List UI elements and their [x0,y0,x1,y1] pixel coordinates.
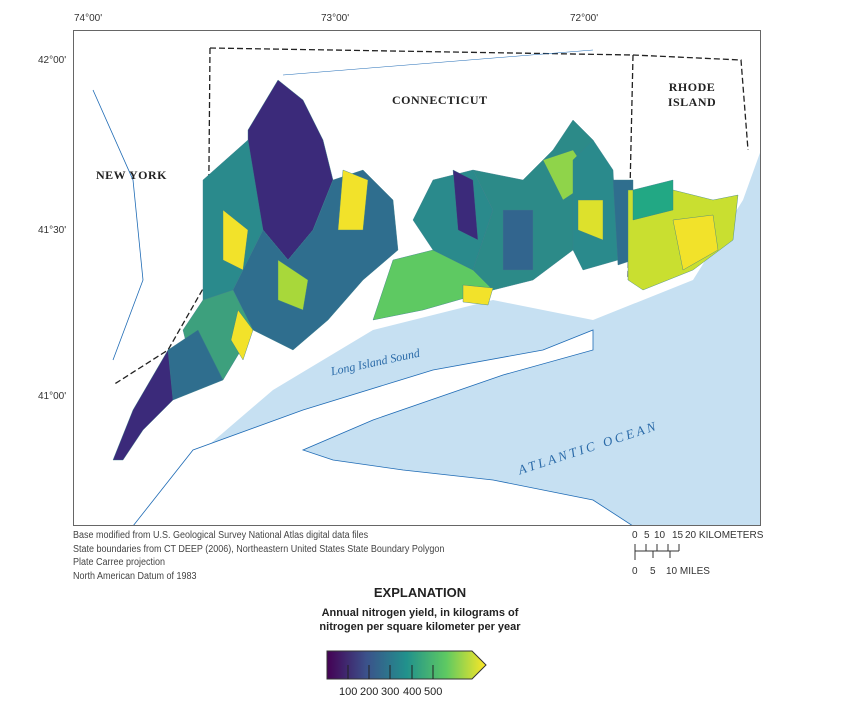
colorbar-tick: 200 [360,686,379,698]
state-label-connecticut: CONNECTICUT [392,93,488,107]
legend-title: EXPLANATION [373,585,467,600]
long-island [132,329,634,526]
state-label-new-york: NEW YORK [96,168,168,182]
state-label-rhode-island: RHODE ISLAND [667,80,717,109]
credit-line: Base modified from U.S. Geological Surve… [73,530,369,541]
legend: EXPLANATION Annual nitrogen yield, in ki… [270,585,570,634]
map-credits: Base modified from U.S. Geological Surve… [73,529,444,583]
colorbar-tick: 400 [403,686,422,698]
lat-label-4130: 41°30' [38,225,67,236]
mile-label: 10 MILES [666,566,710,577]
credit-line: Plate Carree projection [73,557,166,568]
lat-label-41: 41°00' [38,391,67,402]
km-label: 5 [644,530,650,541]
colorbar-tick: 100 [339,686,358,698]
watershed-polygons [112,79,739,461]
map-frame [73,30,761,526]
mile-label: 5 [650,566,656,577]
km-label: 10 [654,530,666,541]
lon-label-73: 73°00' [321,13,350,24]
km-label: 15 [672,530,684,541]
lat-label-42: 42°00' [38,55,67,66]
legend-subtitle: Annual nitrogen yield, in kilograms of n… [319,607,521,633]
credit-line: State boundaries from CT DEEP (2006), No… [73,543,445,555]
km-label: 20 KILOMETERS [685,530,764,541]
lon-label-72: 72°00' [570,13,599,24]
colorbar-tick: 500 [424,686,443,698]
colorbar [326,650,487,680]
mile-label: 0 [632,566,638,577]
lon-label-74: 74°00' [74,13,103,24]
credit-line: North American Datum of 1983 [73,570,197,582]
colorbar-tick: 300 [381,686,400,698]
km-label: 0 [632,530,638,541]
